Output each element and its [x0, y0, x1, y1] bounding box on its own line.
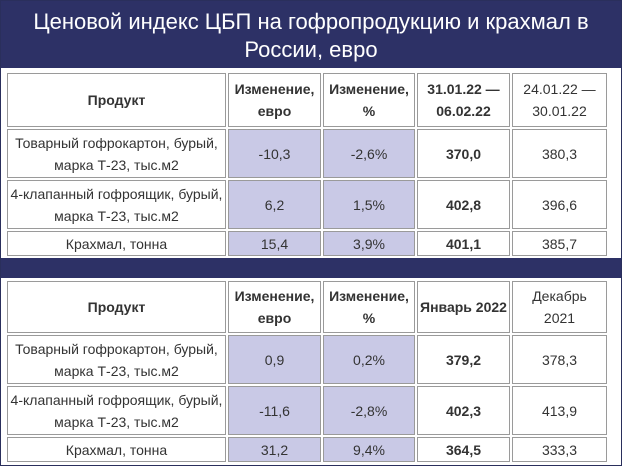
change-eur-value: -10,3	[228, 129, 321, 178]
table-row: Крахмал, тонна 31,2 9,4% 364,5 333,3	[7, 437, 607, 462]
change-eur-value: -11,6	[228, 386, 321, 435]
previous-price-value: 378,3	[512, 335, 607, 384]
change-eur-value: 6,2	[228, 180, 321, 229]
table-row: Товарный гофрокартон, бурый, марка Т-23,…	[7, 129, 607, 178]
header-change-pct: Изменение, %	[323, 73, 415, 127]
weekly-price-table: Продукт Изменение, евро Изменение, % 31.…	[5, 71, 609, 258]
table-header-row: Продукт Изменение, евро Изменение, % 31.…	[7, 73, 607, 127]
header-previous-period: Декабрь 2021	[512, 281, 607, 333]
change-eur-value: 15,4	[228, 231, 321, 256]
change-pct-value: 3,9%	[323, 231, 415, 256]
section-divider	[1, 258, 621, 278]
previous-price-value: 396,6	[512, 180, 607, 229]
header-previous-period: 24.01.22 — 30.01.22	[512, 73, 607, 127]
current-price-value: 379,2	[417, 335, 510, 384]
header-change-eur: Изменение, евро	[228, 73, 321, 127]
current-price-value: 401,1	[417, 231, 510, 256]
current-price-value: 370,0	[417, 129, 510, 178]
previous-price-value: 413,9	[512, 386, 607, 435]
previous-price-value: 380,3	[512, 129, 607, 178]
product-name: Крахмал, тонна	[7, 231, 226, 256]
current-price-value: 402,3	[417, 386, 510, 435]
change-pct-value: -2,8%	[323, 386, 415, 435]
header-product: Продукт	[7, 281, 226, 333]
change-pct-value: 1,5%	[323, 180, 415, 229]
header-product: Продукт	[7, 73, 226, 127]
change-eur-value: 31,2	[228, 437, 321, 462]
product-name: Товарный гофрокартон, бурый, марка Т-23,…	[7, 335, 226, 384]
table-row: Крахмал, тонна 15,4 3,9% 401,1 385,7	[7, 231, 607, 256]
table-row: Товарный гофрокартон, бурый, марка Т-23,…	[7, 335, 607, 384]
change-pct-value: 9,4%	[323, 437, 415, 462]
header-current-period: Январь 2022	[417, 281, 510, 333]
table-row: 4-клапанный гофроящик, бурый, марка Т-23…	[7, 180, 607, 229]
monthly-price-table: Продукт Изменение, евро Изменение, % Янв…	[5, 279, 609, 464]
product-name: 4-клапанный гофроящик, бурый, марка Т-23…	[7, 180, 226, 229]
header-change-pct: Изменение, %	[323, 281, 415, 333]
change-eur-value: 0,9	[228, 335, 321, 384]
header-change-eur: Изменение, евро	[228, 281, 321, 333]
previous-price-value: 385,7	[512, 231, 607, 256]
table-row: 4-клапанный гофроящик, бурый, марка Т-23…	[7, 386, 607, 435]
change-pct-value: 0,2%	[323, 335, 415, 384]
current-price-value: 402,8	[417, 180, 510, 229]
product-name: 4-клапанный гофроящик, бурый, марка Т-23…	[7, 386, 226, 435]
product-name: Товарный гофрокартон, бурый, марка Т-23,…	[7, 129, 226, 178]
previous-price-value: 333,3	[512, 437, 607, 462]
page-title: Ценовой индекс ЦБП на гофропродукцию и к…	[1, 1, 621, 68]
current-price-value: 364,5	[417, 437, 510, 462]
change-pct-value: -2,6%	[323, 129, 415, 178]
product-name: Крахмал, тонна	[7, 437, 226, 462]
header-current-period: 31.01.22 — 06.02.22	[417, 73, 510, 127]
table-header-row: Продукт Изменение, евро Изменение, % Янв…	[7, 281, 607, 333]
